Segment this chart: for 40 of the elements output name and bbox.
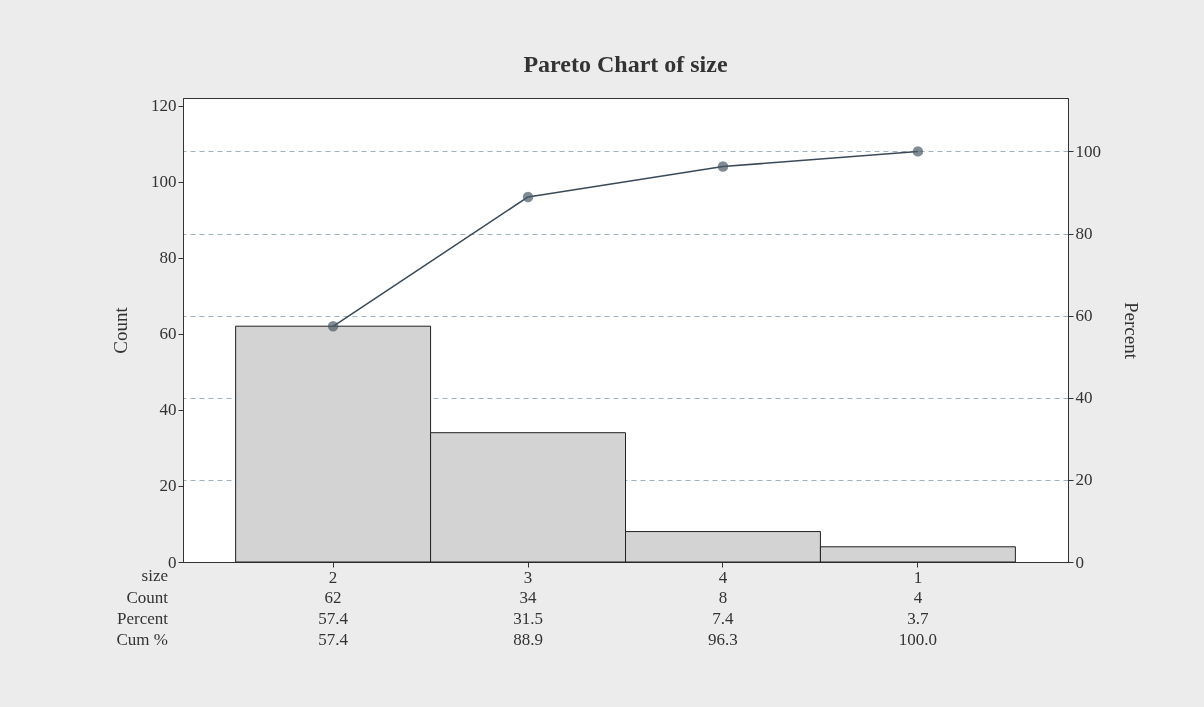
chart-title: Pareto Chart of size: [523, 50, 728, 77]
text: 7.4: [712, 609, 735, 628]
y-tick-label: 100: [151, 172, 177, 192]
text: 57.4: [318, 609, 349, 628]
y-axis-title: Count: [110, 306, 131, 354]
y-tick-label: 0: [168, 552, 177, 572]
data-label: 8: [718, 588, 728, 607]
x-tick-label: 4: [718, 567, 728, 587]
y2-tick-label: 20: [1075, 470, 1093, 490]
y-tick-label: 20: [159, 476, 177, 496]
y2-axis-title: Percent: [1121, 302, 1142, 360]
x-axis-title: size: [141, 566, 168, 585]
text: 3.7: [907, 609, 930, 628]
text: Count: [126, 588, 169, 607]
y-tick-label: 60: [159, 324, 177, 344]
data-label: 96.3: [708, 630, 738, 649]
data-label: 34: [519, 588, 538, 607]
y-tick-label: 120: [151, 96, 177, 116]
point: [912, 146, 924, 157]
y-tick-label: 40: [159, 400, 177, 420]
y-tick-label: 80: [159, 248, 177, 268]
data-label: 88.9: [513, 630, 543, 649]
data-label: 4: [913, 588, 923, 607]
point: [522, 191, 534, 203]
data-label: 62: [324, 588, 342, 607]
data-label: 100.0: [898, 630, 938, 649]
y2-tick-label: 80: [1075, 224, 1093, 243]
x-tick-label: 2: [328, 567, 338, 587]
point: [717, 161, 729, 172]
y2-tick-label: 0: [1075, 552, 1084, 572]
y2-tick-label: 100: [1075, 141, 1101, 161]
text: Cum %: [116, 630, 168, 649]
point: [327, 321, 339, 332]
x-tick-label: 3: [523, 567, 533, 587]
y2-tick-label: 40: [1075, 388, 1093, 408]
text: 31.5: [513, 609, 543, 628]
x-tick-label: 1: [913, 567, 923, 587]
data-label: 57.4: [318, 630, 349, 649]
y2-tick-label: 60: [1075, 306, 1093, 326]
text: Percent: [117, 609, 169, 628]
